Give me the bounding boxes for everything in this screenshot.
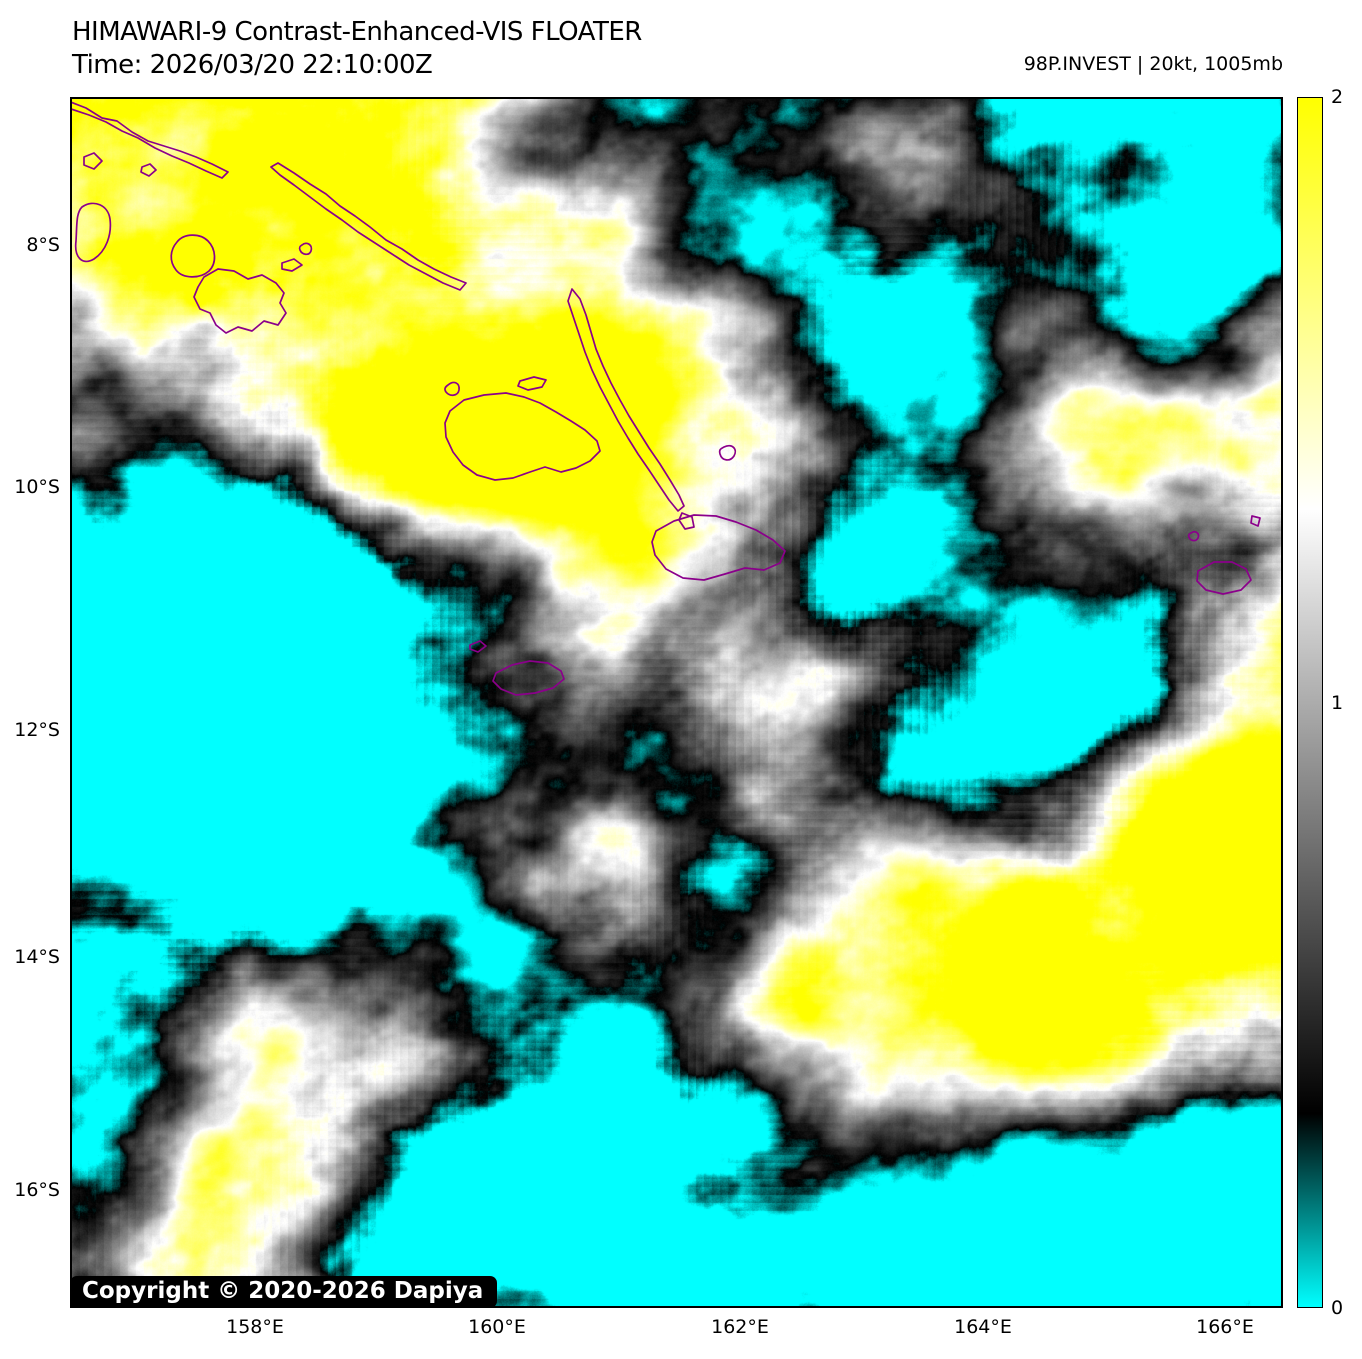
coastline-rennell [493, 661, 564, 695]
coastline-reef-islet [1251, 516, 1260, 526]
satellite-map: Copyright © 2020-2026 Dapiya [70, 97, 1283, 1308]
coastline-vella-lavella [76, 203, 111, 261]
coastline-layer [72, 99, 1281, 1306]
copyright-badge: Copyright © 2020-2026 Dapiya [70, 1276, 497, 1308]
lat-tick-label: 10°S [14, 476, 60, 498]
lat-tick-label: 16°S [14, 1179, 60, 1201]
coastline-santa-isabel [271, 163, 466, 290]
colorbar [1297, 97, 1323, 1308]
coastline-ulawa [720, 446, 736, 460]
colorbar-tick-label: 2 [1331, 86, 1343, 108]
coastline-shortland-1 [84, 153, 102, 169]
lon-tick-label: 158°E [226, 1316, 284, 1338]
lat-tick-label: 12°S [14, 719, 60, 741]
page-root: HIMAWARI-9 Contrast-Enhanced-VIS FLOATER… [0, 0, 1362, 1359]
page-title: HIMAWARI-9 Contrast-Enhanced-VIS FLOATER [72, 16, 642, 49]
storm-info-label: 98P.INVEST | 20kt, 1005mb [1024, 53, 1283, 75]
coastline-kolombangara [171, 235, 214, 277]
coastline-makira [652, 515, 785, 580]
coastline-florida-islands [518, 377, 546, 390]
lat-tick-label: 14°S [14, 946, 60, 968]
coastline-russell-islands [445, 383, 459, 396]
coastline-new-georgia [194, 269, 286, 333]
colorbar-tick-label: 0 [1331, 1297, 1343, 1319]
timestamp-label: Time: 2026/03/20 22:10:00Z [72, 49, 642, 82]
coastline-tinakula [1189, 532, 1199, 541]
lon-tick-label: 160°E [468, 1316, 526, 1338]
coastline-shortland-2 [141, 164, 156, 176]
coastline-islet-b [300, 243, 312, 254]
lon-tick-label: 166°E [1196, 1316, 1254, 1338]
lon-tick-label: 162°E [711, 1316, 769, 1338]
coastline-guadalcanal [445, 393, 600, 480]
title-block: HIMAWARI-9 Contrast-Enhanced-VIS FLOATER… [72, 16, 642, 82]
coastline-malaita [568, 289, 684, 511]
lon-tick-label: 164°E [954, 1316, 1012, 1338]
coastline-santa-cruz [1197, 562, 1251, 594]
coastline-bellona [470, 641, 486, 652]
lat-tick-label: 8°S [26, 234, 60, 256]
colorbar-tick-label: 1 [1331, 692, 1343, 714]
coastline-islet-a [282, 259, 302, 271]
